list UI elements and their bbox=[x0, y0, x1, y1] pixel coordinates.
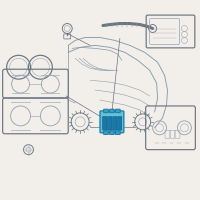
FancyBboxPatch shape bbox=[118, 117, 122, 130]
FancyBboxPatch shape bbox=[110, 131, 114, 135]
FancyBboxPatch shape bbox=[100, 111, 124, 133]
FancyBboxPatch shape bbox=[116, 131, 120, 135]
FancyBboxPatch shape bbox=[108, 117, 112, 130]
FancyBboxPatch shape bbox=[116, 109, 120, 113]
FancyBboxPatch shape bbox=[113, 117, 117, 130]
FancyBboxPatch shape bbox=[110, 109, 114, 113]
FancyBboxPatch shape bbox=[104, 109, 108, 113]
FancyBboxPatch shape bbox=[103, 117, 107, 130]
FancyBboxPatch shape bbox=[104, 131, 108, 135]
